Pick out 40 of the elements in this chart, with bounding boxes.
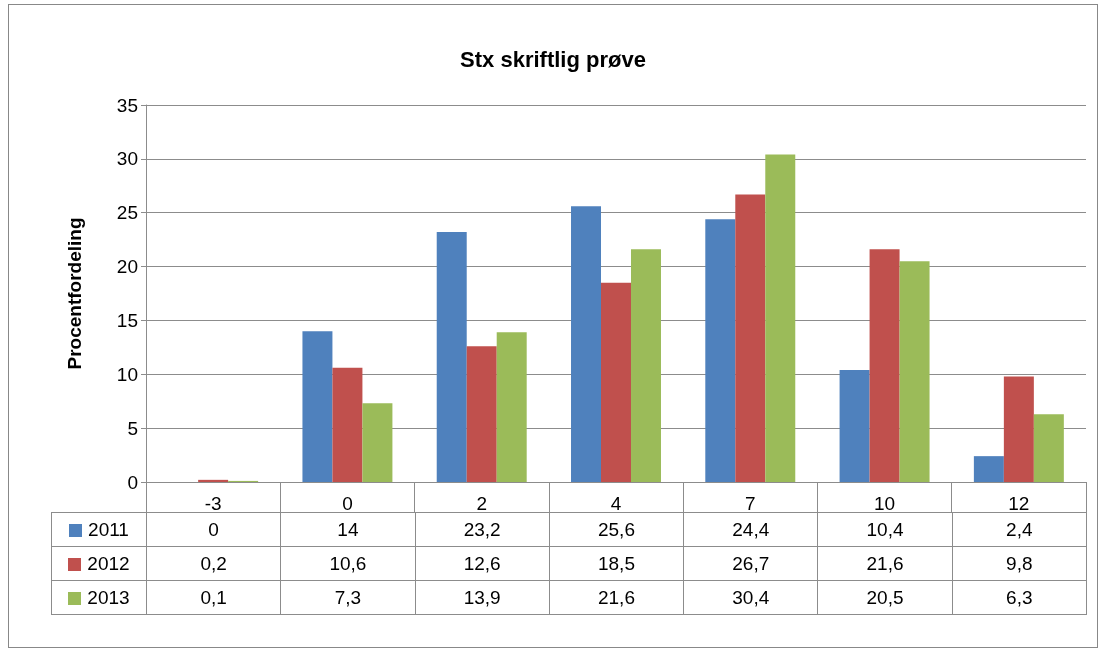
data-label: 14 — [280, 512, 416, 547]
x-tick-label: 4 — [610, 493, 622, 514]
x-tick-label: 12 — [1008, 493, 1030, 514]
y-tick-label: 10 — [116, 363, 138, 385]
legend-label: 2011 — [51, 512, 147, 547]
data-label: 2,4 — [952, 512, 1087, 547]
y-axis-title: Procentfordeling — [64, 217, 85, 370]
data-label: 10,6 — [280, 546, 416, 581]
data-label: 21,6 — [817, 546, 953, 581]
data-label: 0,1 — [146, 580, 281, 615]
x-tick-label: 7 — [745, 493, 756, 514]
legend-label: 2012 — [51, 546, 147, 581]
data-label: 18,5 — [549, 546, 684, 581]
x-tick-label: 2 — [476, 493, 487, 514]
y-tick-label: 20 — [116, 256, 138, 278]
y-tick-label: 25 — [116, 202, 138, 224]
y-tick-label: 5 — [127, 417, 138, 439]
x-tick-label: -3 — [204, 493, 222, 514]
data-label: 25,6 — [549, 512, 684, 547]
data-label: 20,5 — [817, 580, 953, 615]
data-label: 0,2 — [146, 546, 281, 581]
x-tick-label: 10 — [874, 493, 896, 514]
y-tick-label: 30 — [116, 148, 138, 170]
data-label: 24,4 — [683, 512, 818, 547]
data-label: 13,9 — [415, 580, 550, 615]
data-label: 12,6 — [415, 546, 550, 581]
y-tick-label: 15 — [116, 309, 138, 331]
data-label: 10,4 — [817, 512, 953, 547]
y-tick-label: 0 — [127, 471, 138, 493]
data-label: 30,4 — [683, 580, 818, 615]
data-label: 7,3 — [280, 580, 416, 615]
data-label: 21,6 — [549, 580, 684, 615]
data-label: 6,3 — [952, 580, 1087, 615]
data-label: 26,7 — [683, 546, 818, 581]
data-label: 9,8 — [952, 546, 1087, 581]
x-tick-label: 0 — [342, 493, 353, 514]
y-tick-label: 35 — [116, 94, 138, 116]
chart-title: Stx skriftlig prøve — [460, 46, 646, 72]
legend-label: 2013 — [51, 580, 147, 615]
data-label: 23,2 — [415, 512, 550, 547]
